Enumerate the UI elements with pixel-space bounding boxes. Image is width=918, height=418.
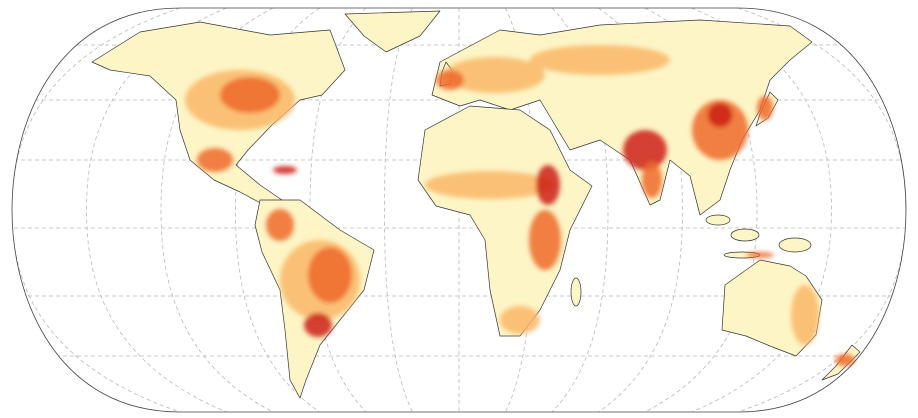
patch (746, 252, 774, 258)
patch (757, 96, 773, 120)
patch (835, 354, 855, 366)
meridian (737, 8, 906, 412)
intensity (185, 45, 855, 366)
patch (197, 148, 233, 172)
patch (425, 171, 555, 199)
greenland (344, 10, 441, 53)
patch (445, 57, 545, 93)
patch (642, 162, 662, 198)
patch (273, 166, 297, 174)
patch (791, 285, 819, 345)
patch (536, 165, 560, 205)
patch (308, 247, 352, 303)
patch (692, 100, 748, 160)
patch (530, 45, 670, 75)
island (778, 237, 812, 253)
patch (220, 77, 280, 113)
island (705, 214, 731, 226)
patch (304, 313, 332, 337)
africa (417, 105, 593, 337)
patch (436, 70, 464, 90)
patch (708, 103, 732, 127)
meridian (12, 8, 181, 412)
patch (266, 209, 294, 241)
meridian (384, 8, 413, 412)
island (730, 228, 760, 242)
patch (500, 306, 540, 334)
madagascar (570, 277, 582, 307)
patch (623, 130, 667, 170)
map-frame (11, 7, 907, 413)
patch (529, 210, 561, 270)
